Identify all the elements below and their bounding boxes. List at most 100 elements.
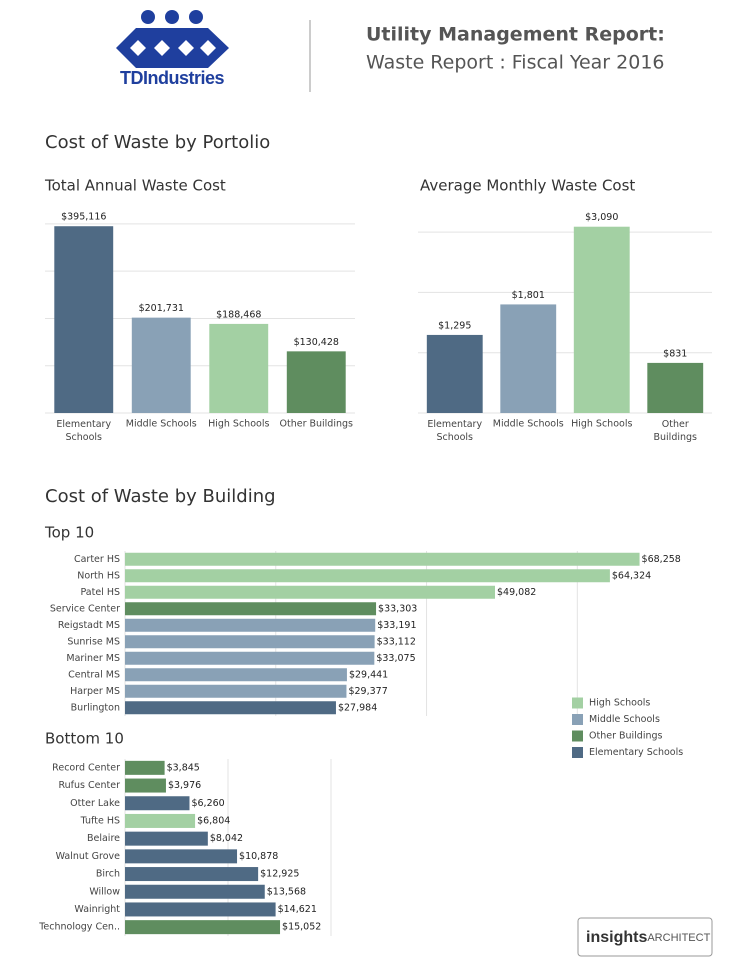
bar: [125, 618, 376, 632]
legend-label: High Schools: [589, 698, 650, 709]
bar: [125, 684, 347, 698]
bar: [125, 668, 347, 682]
report-subtitle: Waste Report : Fiscal Year 2016: [366, 52, 665, 74]
x-tick-label: Middle Schools: [493, 419, 564, 430]
value-label: $6,260: [191, 798, 224, 809]
x-tick-label: Other Buildings: [654, 419, 698, 443]
value-label: $6,804: [197, 815, 230, 826]
bar: [500, 304, 557, 413]
x-tick-label: Other Buildings: [280, 419, 354, 430]
footer-brand: insightsARCHITECT: [586, 929, 711, 946]
bar: [125, 602, 377, 616]
chart-title: Total Annual Waste Cost: [44, 177, 226, 195]
bar: [125, 902, 276, 917]
bar: [125, 635, 375, 649]
value-label: $33,191: [377, 620, 416, 631]
x-tick-label: High Schools: [571, 419, 632, 430]
chart-title: Bottom 10: [45, 730, 124, 748]
chart-title: Top 10: [44, 524, 94, 542]
y-tick-label: Otter Lake: [70, 798, 120, 809]
y-tick-label: Service Center: [50, 603, 120, 614]
label-line: Elementary: [56, 419, 111, 430]
logo-text: TDIndustries: [120, 68, 225, 88]
x-tick-label: Middle Schools: [126, 419, 197, 430]
bar: [286, 351, 346, 413]
y-tick-label: Birch: [96, 869, 120, 880]
label-line: Schools: [66, 432, 103, 443]
label-line: Other: [662, 419, 689, 430]
y-tick-label: Patel HS: [80, 587, 120, 598]
y-tick-label: Harper MS: [70, 686, 120, 697]
x-tick-label: Elementary Schools: [427, 419, 482, 443]
y-tick-label: Record Center: [52, 762, 120, 773]
footer-logo: insightsARCHITECT: [577, 917, 713, 957]
value-label: $49,082: [497, 587, 536, 598]
legend-label: Other Buildings: [589, 731, 663, 742]
value-label: $33,112: [377, 636, 416, 647]
legend-swatch: [572, 730, 583, 742]
y-tick-label: Wainright: [74, 904, 120, 915]
brand-suffix: ARCHITECT: [647, 932, 710, 944]
value-label: $33,075: [376, 653, 415, 664]
y-tick-label: Rufus Center: [58, 780, 120, 791]
value-label: $33,303: [378, 603, 417, 614]
value-label: $29,441: [349, 669, 388, 680]
value-label: $3,976: [168, 780, 201, 791]
label-line: Elementary: [427, 419, 482, 430]
legend-swatch: [572, 747, 583, 758]
y-tick-label: Belaire: [87, 833, 120, 844]
legend-label: Middle Schools: [589, 714, 660, 725]
value-label: $8,042: [210, 833, 243, 844]
bar: [573, 226, 630, 413]
value-label: $12,925: [260, 869, 299, 880]
value-label: $64,324: [612, 570, 651, 581]
y-tick-label: Reigstadt MS: [58, 620, 120, 631]
value-label: $188,468: [216, 309, 261, 320]
logo: TDIndustries: [116, 10, 229, 88]
y-tick-label: Walnut Grove: [56, 851, 121, 862]
label-line: Buildings: [654, 432, 698, 443]
y-tick-label: Technology Cen..: [38, 922, 120, 933]
value-label: $29,377: [348, 686, 387, 697]
value-label: $15,052: [282, 922, 321, 933]
bar: [125, 849, 238, 864]
legend-label: Elementary Schools: [589, 747, 683, 758]
bar: [125, 651, 375, 665]
value-label: $130,428: [294, 337, 339, 348]
bar: [125, 569, 610, 583]
value-label: $1,801: [512, 290, 545, 301]
y-tick-label: Tufte HS: [80, 815, 120, 826]
y-tick-label: Willow: [89, 886, 120, 897]
chart-title: Average Monthly Waste Cost: [420, 177, 635, 195]
y-tick-label: Central MS: [68, 669, 120, 680]
value-label: $14,621: [278, 904, 317, 915]
bar: [54, 226, 114, 413]
bar: [125, 701, 336, 715]
y-tick-label: Carter HS: [74, 554, 120, 565]
y-tick-label: North HS: [77, 570, 120, 581]
bar: [125, 552, 640, 566]
footer-box: [577, 917, 713, 957]
legend-swatch: [572, 714, 583, 725]
value-label: $395,116: [61, 212, 106, 223]
value-label: $13,568: [267, 886, 306, 897]
bar: [209, 323, 269, 413]
y-tick-label: Mariner MS: [66, 653, 120, 664]
label-line: Schools: [437, 432, 474, 443]
bar: [125, 585, 496, 599]
value-label: $3,090: [585, 212, 618, 223]
bar: [125, 796, 190, 811]
y-tick-label: Sunrise MS: [67, 636, 120, 647]
bar: [125, 760, 165, 775]
value-label: $10,878: [239, 851, 278, 862]
bar: [125, 813, 196, 828]
bar: [125, 867, 259, 882]
legend-swatch: [572, 697, 583, 709]
report-title: Utility Management Report:: [366, 24, 665, 46]
x-tick-label: High Schools: [208, 419, 269, 430]
value-label: $3,845: [167, 762, 200, 773]
value-label: $68,258: [642, 554, 681, 565]
y-tick-label: Burlington: [71, 702, 120, 713]
bar: [125, 778, 166, 793]
